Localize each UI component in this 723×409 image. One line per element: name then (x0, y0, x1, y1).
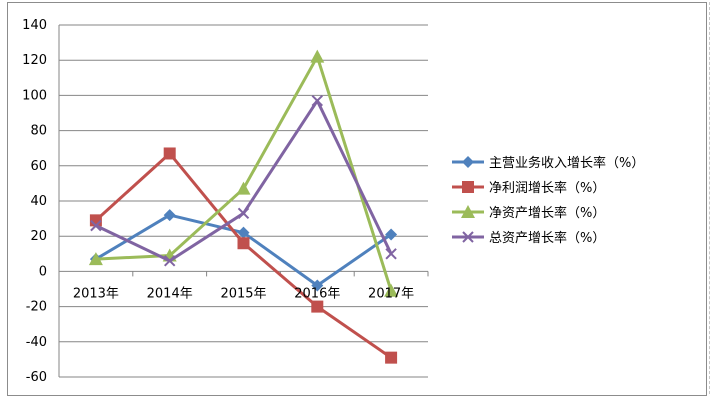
chart-frame (7, 2, 707, 396)
y-tick-label: 120 (22, 53, 47, 68)
series-4 (90, 94, 397, 267)
x-tick-label: 2015年 (220, 286, 266, 301)
data-point (385, 248, 397, 260)
series-2 (89, 147, 398, 364)
data-point (163, 255, 176, 267)
legend-marker (462, 156, 474, 168)
y-tick-label: -20 (26, 300, 47, 315)
data-point (236, 181, 251, 195)
x-tick-label: 2014年 (147, 286, 193, 301)
legend-label: 净资产增长率（%） (489, 205, 605, 221)
data-point (237, 226, 250, 239)
x-tick-label: 2016年 (294, 286, 340, 301)
data-point (163, 209, 176, 222)
data-point (311, 279, 324, 292)
legend-label: 主营业务收入增长率（%） (489, 155, 644, 171)
data-point (163, 147, 176, 160)
y-axis-ticks: -60 -40 -20 0 20 40 60 80 100 120 140 (22, 18, 47, 385)
y-tick-label: 0 (39, 264, 47, 279)
gridlines (58, 24, 429, 378)
data-point (237, 237, 250, 250)
x-tick-label: 2017年 (368, 286, 414, 301)
series-lines (88, 49, 399, 364)
selection-edge (709, 2, 710, 394)
legend-item: 主营业务收入增长率（%） (452, 155, 644, 171)
y-tick-label: -40 (26, 335, 47, 350)
legend-marker (461, 205, 475, 218)
data-point (88, 252, 103, 266)
legend-marker (462, 231, 474, 243)
legend-item: 净利润增长率（%） (452, 180, 605, 196)
series-1 (89, 209, 398, 292)
y-tick-label: 140 (22, 18, 47, 33)
series-line (95, 213, 392, 287)
legend-label: 总资产增长率（%） (489, 230, 605, 246)
series-line (95, 55, 393, 292)
x-tick-label: 2013年 (73, 286, 119, 301)
y-tick-label: 20 (30, 229, 47, 244)
data-point (310, 49, 325, 63)
legend-item: 净资产增长率（%） (452, 205, 605, 221)
data-point (385, 351, 398, 364)
y-tick-label: 80 (30, 124, 47, 139)
x-axis-ticks: 2013年 2014年 2015年 2016年 2017年 (73, 286, 414, 301)
data-point (385, 228, 398, 241)
legend-label: 净利润增长率（%） (489, 180, 605, 196)
data-point (311, 94, 324, 107)
data-point (311, 300, 324, 313)
y-tick-label: 40 (30, 194, 47, 209)
y-tick-label: -60 (26, 370, 47, 385)
y-tick-label: 60 (30, 159, 47, 174)
series-3 (88, 49, 399, 297)
legend: 主营业务收入增长率（%） 净利润增长率（%） 净资产增长率（%） 总资产增长率（%） (452, 155, 644, 246)
data-point (384, 283, 399, 297)
legend-item: 总资产增长率（%） (452, 230, 605, 246)
legend-marker (462, 181, 474, 193)
y-tick-label: 100 (22, 88, 47, 103)
data-point (90, 219, 102, 232)
data-point (237, 207, 250, 220)
